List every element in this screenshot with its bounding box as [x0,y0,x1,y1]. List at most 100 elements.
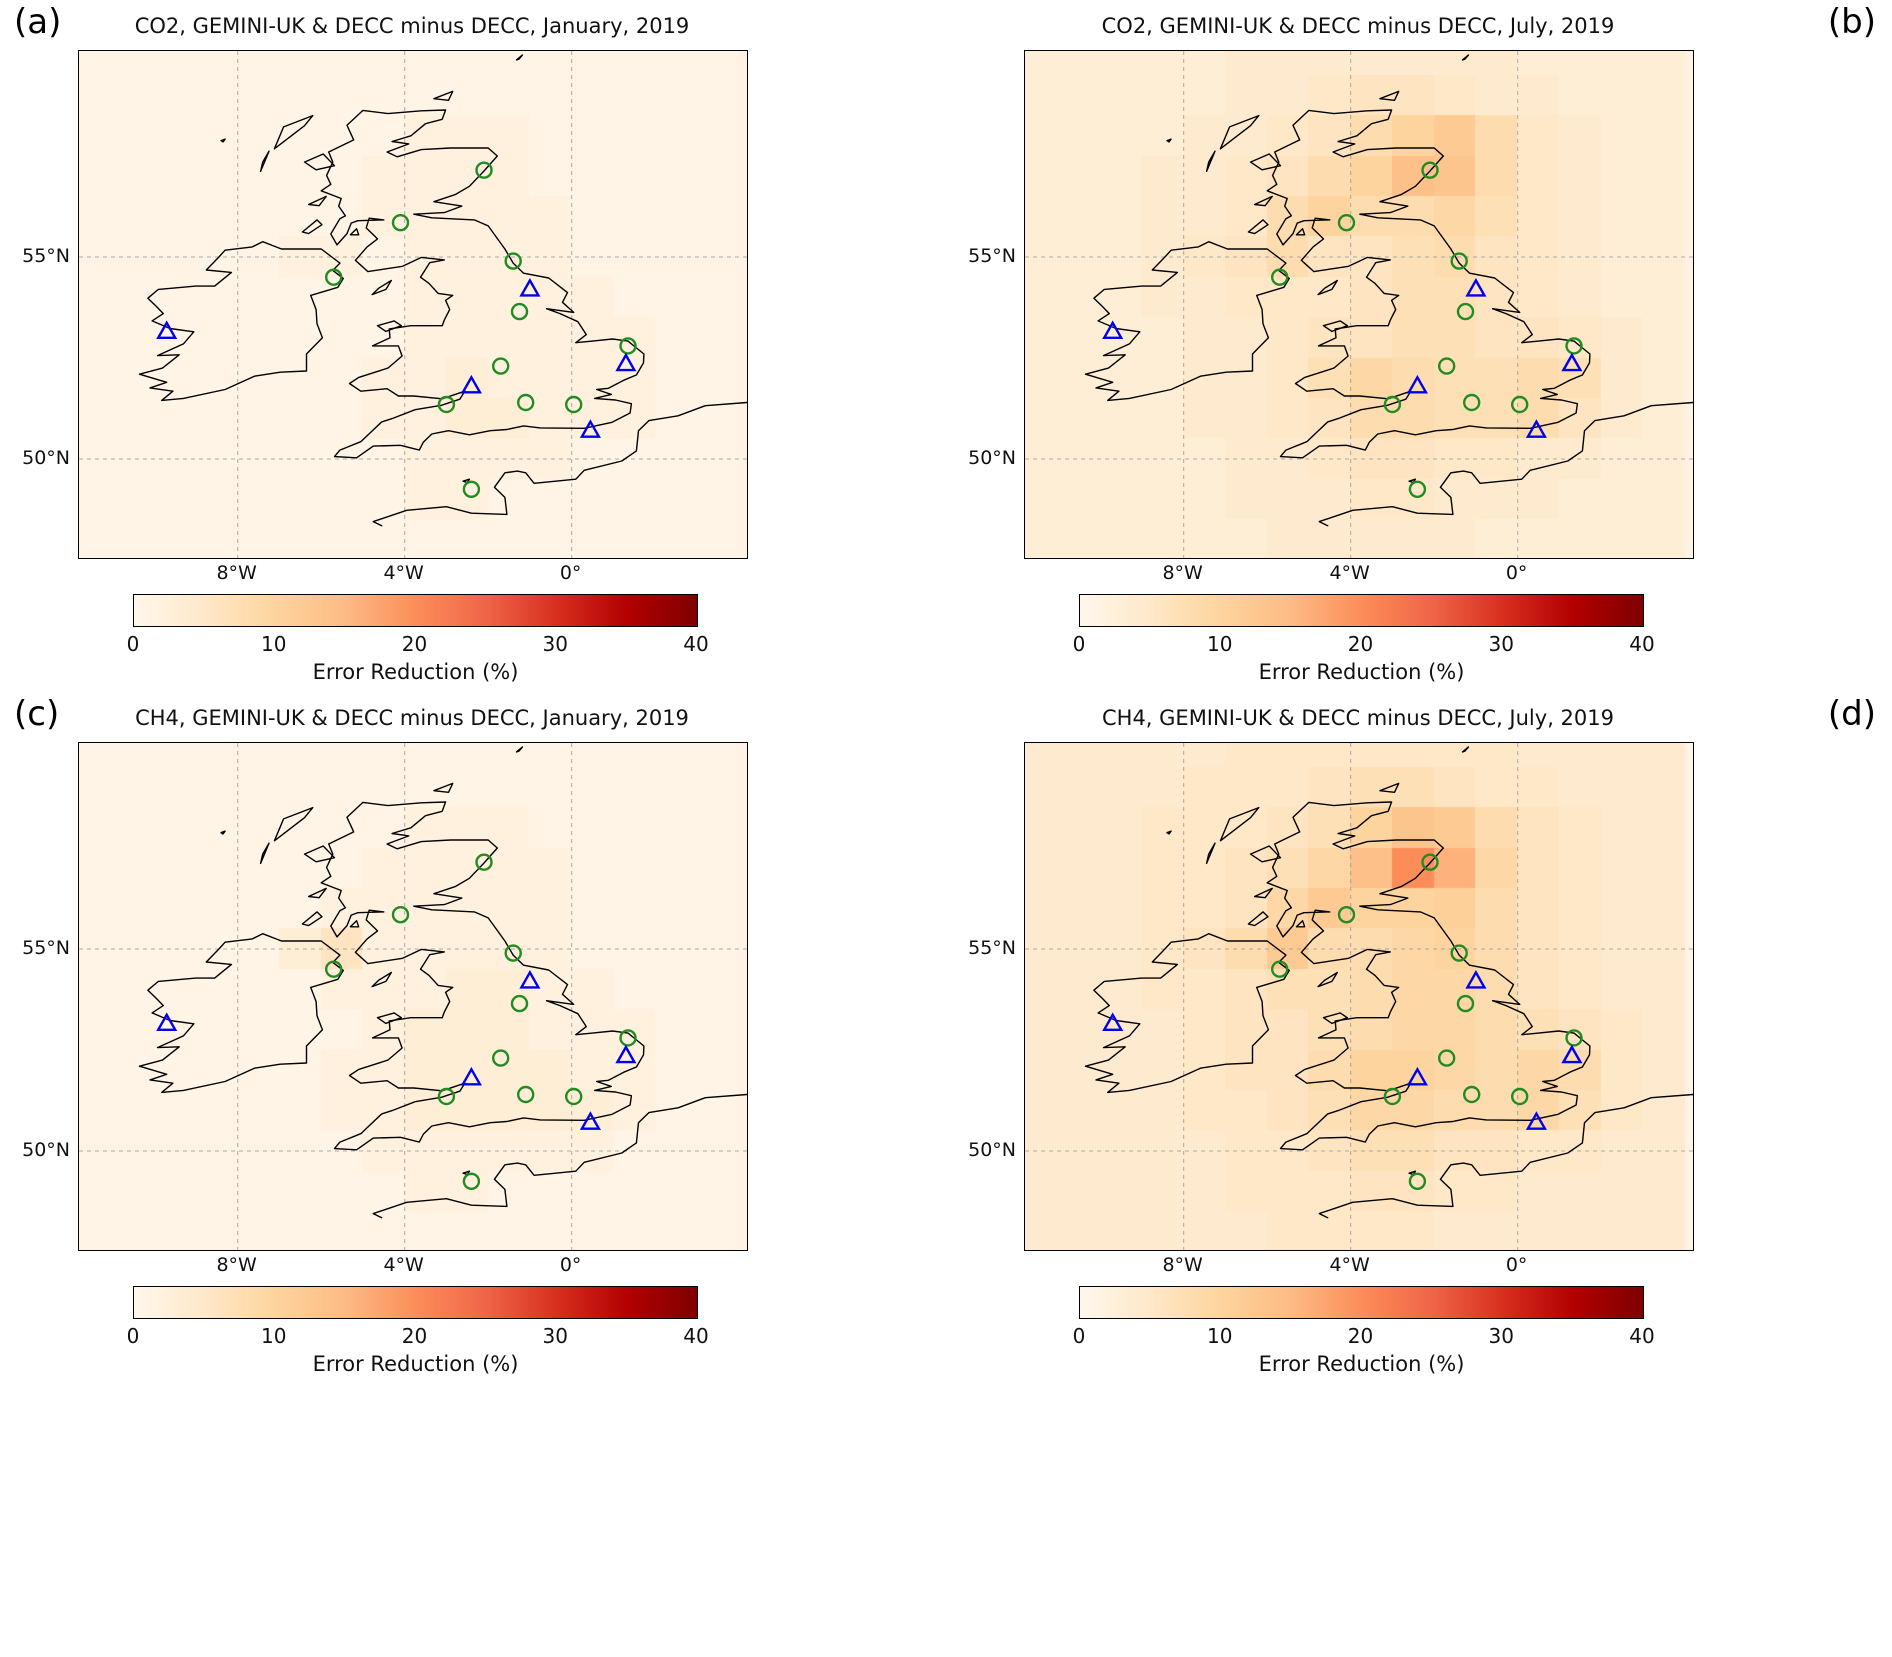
coastline [433,90,454,101]
coastline [433,782,454,793]
coastline [376,320,402,333]
coastline [307,887,327,899]
x-tick-8w: 8°W [216,562,257,584]
x-tick-4w: 4°W [383,1254,424,1276]
colorbar-tick-40: 40 [1629,632,1655,656]
gemini-site-marker-circle [324,960,343,978]
coastline [372,1093,747,1219]
colorbar-tick-10: 10 [261,632,287,656]
decc-site-marker-triangle [615,1044,637,1064]
colorbar-gradient [134,595,697,626]
coastline [259,842,270,865]
coastline [349,228,360,236]
y-tick-50n: 50°N [22,1139,70,1161]
decc-site-marker-triangle [1406,374,1428,394]
colorbar-tick-10: 10 [261,1324,287,1348]
gemini-site-marker-circle [1408,480,1427,498]
gemini-site-marker-circle [1383,395,1402,414]
coastline [515,746,524,753]
coastline [1247,219,1269,235]
coastline [320,109,645,459]
gemini-site-marker-circle [517,393,535,412]
coastline [303,153,336,171]
plot-title: CH4, GEMINI-UK & DECC minus DECC, Januar… [135,706,689,730]
y-tick-55n: 55°N [22,937,70,959]
coastline [1408,1170,1417,1176]
coastline [273,114,314,150]
gemini-site-marker-circle [1463,1085,1481,1104]
y-tick-50n: 50°N [968,1139,1016,1161]
colorbar-tick-30: 30 [542,1324,568,1348]
coastline [1295,920,1306,928]
heatmap-layer [79,51,747,558]
coastline [220,138,226,143]
coastline [138,933,344,1094]
coastline [1219,114,1260,150]
colorbar [1079,1286,1644,1319]
x-tick-8w: 8°W [1162,1254,1203,1276]
colorbar-tick-10: 10 [1207,1324,1233,1348]
x-tick-8w: 8°W [216,1254,257,1276]
heatmap-layer [79,743,747,1250]
colorbar-gradient [1080,1287,1643,1318]
gemini-site-marker-circle [1270,960,1289,978]
coastline [1166,138,1172,143]
x-tick-4w: 4°W [383,562,424,584]
gemini-site-marker-circle [1421,853,1439,871]
decc-site-marker-triangle [156,1012,178,1031]
gemini-site-marker-circle [510,302,529,321]
gemini-site-marker-circle [1438,357,1456,375]
coastline [1266,109,1591,459]
gemini-site-marker-circle [1511,1087,1529,1106]
gemini-site-marker-circle [1337,213,1356,232]
colorbar-tick-0: 0 [1072,1324,1086,1348]
heatmap-layer [1025,51,1693,558]
decc-site-marker-triangle [1465,277,1487,297]
gemini-site-marker-circle [1450,252,1468,270]
map-plot [78,742,748,1251]
panel-co2-july: (b) CO2, GEMINI-UK & DECC minus DECC, Ju… [946,0,1892,692]
coastline [1166,830,1172,835]
gemini-site-marker-circle [1383,1087,1402,1106]
coastline [1322,1012,1348,1025]
decc-site-marker-triangle [519,277,541,297]
decc-site-marker-triangle [615,352,637,372]
gemini-site-marker-circle [1565,337,1583,355]
coastline [371,971,392,988]
colorbar-label: Error Reduction (%) [1258,660,1465,684]
coastline [1318,401,1693,527]
decc-site-marker-triangle [1525,1111,1547,1130]
gemini-site-marker-circle [475,853,493,871]
colorbar-tick-10: 10 [1207,632,1233,656]
gemini-site-marker-circle [565,1087,583,1106]
coastline [1205,842,1216,865]
colorbar-tick-20: 20 [1347,632,1374,656]
panel-letter-c: (c) [14,694,60,734]
gemini-site-marker-circle [1337,905,1356,924]
coastline [462,1170,471,1176]
coastline-and-sites-layer [79,51,747,558]
coastline [1205,150,1216,173]
coastline [220,830,226,835]
coastline [1408,478,1417,484]
decc-site-marker-triangle [1561,1044,1583,1064]
coastline [1253,887,1273,899]
colorbar-tick-30: 30 [1488,632,1514,656]
coastline [301,911,323,927]
colorbar-label: Error Reduction (%) [312,1352,519,1376]
gemini-site-marker-circle [1421,161,1439,179]
x-tick-0: 0° [559,1254,582,1276]
gemini-site-marker-circle [462,480,481,498]
decc-site-marker-triangle [1465,969,1487,989]
decc-site-marker-triangle [1102,320,1124,339]
coastline [1295,228,1306,236]
panel-letter-a: (a) [14,2,62,42]
panel-ch4-july: (d) CH4, GEMINI-UK & DECC minus DECC, Ju… [946,692,1892,1384]
colorbar [133,594,698,627]
colorbar-tick-30: 30 [1488,1324,1514,1348]
coastline [1322,320,1348,333]
gemini-site-marker-circle [1408,1172,1427,1190]
colorbar-tick-20: 20 [1347,1324,1374,1348]
gemini-site-marker-circle [462,1172,481,1190]
gemini-site-marker-circle [437,1087,456,1106]
